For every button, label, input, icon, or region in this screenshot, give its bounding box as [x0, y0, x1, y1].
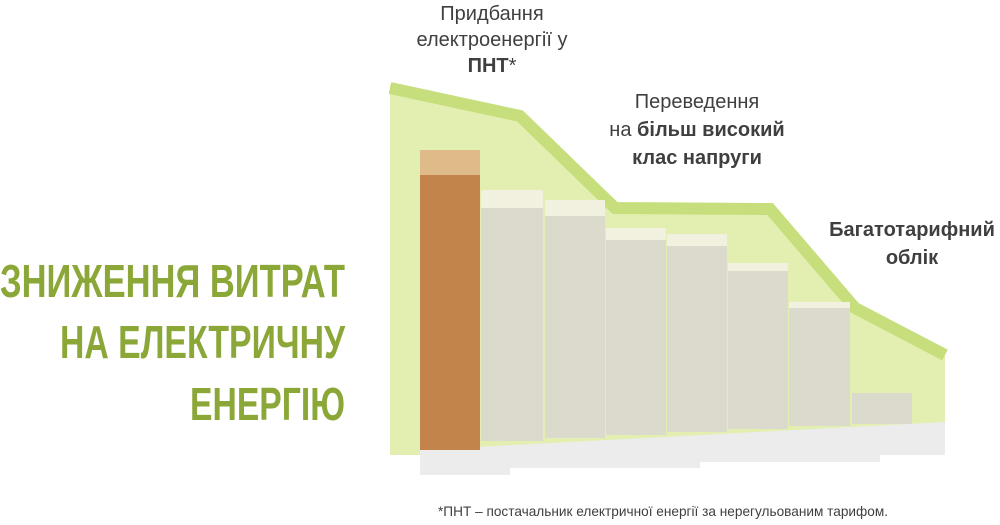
floor-shadow	[420, 422, 945, 475]
title-line: ЕНЕРГІЮ	[190, 378, 345, 430]
title-line: НА ЕЛЕКТРИЧНУ	[60, 316, 346, 368]
step-label: облік	[886, 247, 939, 269]
step-label-mark: *	[509, 55, 517, 77]
footnote: *ПНТ – постачальник електричної енергії …	[438, 503, 888, 519]
bars	[420, 150, 912, 450]
step-label-bold: ПНТ	[468, 55, 509, 77]
step-label-part: на	[609, 119, 637, 141]
step-label: ПНТ*	[468, 55, 517, 77]
step-label: Переведення	[635, 91, 760, 113]
step-label: Придбання	[440, 3, 543, 25]
step-label: Багатотарифний	[829, 219, 995, 241]
step-label: клас напруги	[632, 147, 762, 169]
step-label-bold: більш високий	[637, 119, 785, 141]
step-label: на більш високий	[609, 119, 784, 141]
title-line: ЗНИЖЕННЯ ВИТРАТ	[0, 255, 345, 307]
step-label: електроенергії у	[417, 29, 568, 51]
